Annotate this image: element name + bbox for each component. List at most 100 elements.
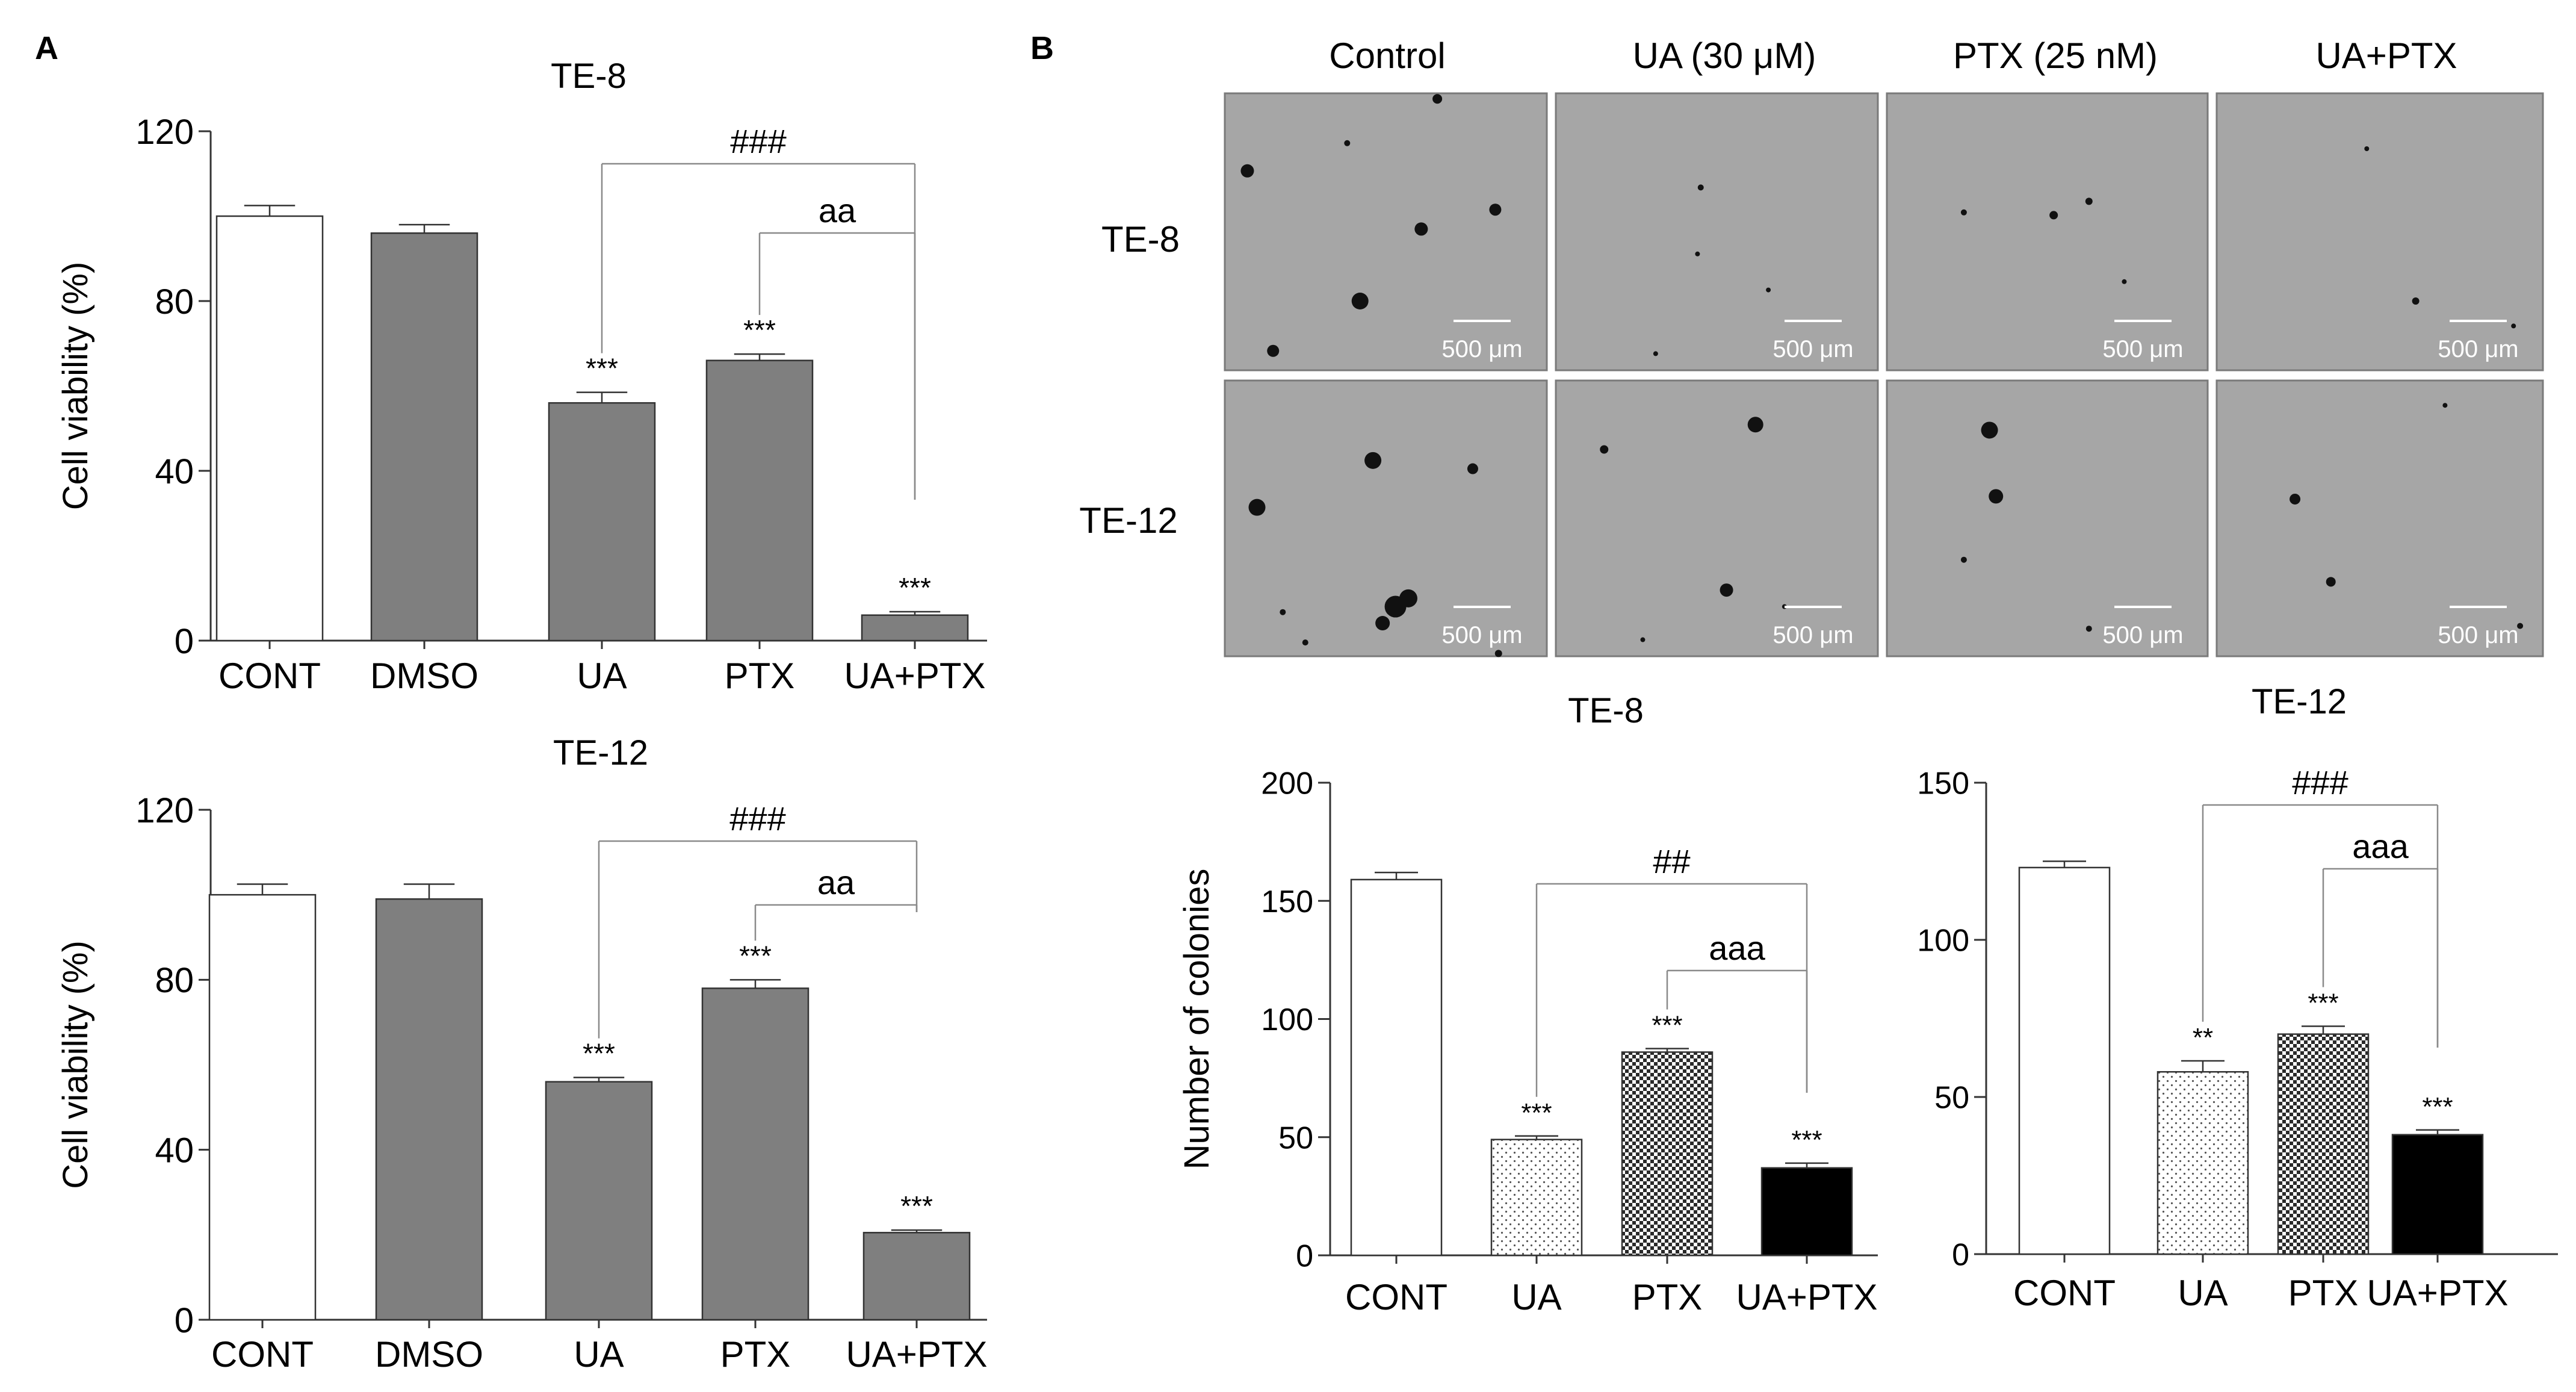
x-tick-label: CONT bbox=[1345, 1277, 1447, 1317]
micrograph-tile-te12-ua-colony-dot bbox=[1600, 445, 1609, 454]
y-tick-label: 150 bbox=[1261, 884, 1313, 919]
x-tick-label: UA bbox=[574, 1334, 624, 1375]
micrograph-column-ua: UA (30 μM) bbox=[1633, 36, 1816, 76]
y-tick-label: 120 bbox=[135, 791, 194, 830]
bar-UA+PTX bbox=[2391, 1134, 2484, 1255]
micrograph-tile-te12-control-scale-label: 500 μm bbox=[1441, 622, 1522, 648]
micrograph-tile-te12-control-colony-dot bbox=[1248, 499, 1266, 516]
bracket-label-letters: aa bbox=[817, 863, 855, 901]
chart-colonies-te8: TE-8 Number of colonies 0 50 100 150 200 CONT **… bbox=[1177, 691, 1878, 1317]
micrograph-tile-te8-ptx-colony-dot bbox=[2085, 197, 2093, 205]
bar-CONT bbox=[215, 215, 324, 642]
x-tick-label: UA+PTX bbox=[844, 656, 985, 696]
y-tick-label: 50 bbox=[1934, 1081, 1969, 1116]
micrograph-tile-te8-ptx-scale-label: 500 μm bbox=[2102, 336, 2183, 362]
micrograph-tile-te12-control bbox=[1224, 379, 1548, 657]
micrograph-tile-te8-ua-scale-label: 500 μm bbox=[1773, 336, 1853, 362]
micrograph-tile-te8-ua-ptx bbox=[2215, 92, 2544, 371]
significance-stars: ** bbox=[2193, 1023, 2213, 1052]
y-tick-label: 0 bbox=[175, 622, 194, 661]
bar-CONT bbox=[2018, 866, 2111, 1255]
micrograph-tile-te12-ua-colony-dot bbox=[1720, 583, 1733, 597]
micrograph-tile-te8-ptx-colony-dot bbox=[2049, 211, 2058, 220]
chart-colonies-te12: TE-12 0 50 100 150 CONT ** UA *** PTX *** UA+PTX ###… bbox=[1917, 682, 2558, 1313]
micrograph-tile-te8-ua-colony-dot bbox=[1697, 184, 1704, 191]
y-axis-label: Cell viability (%) bbox=[56, 940, 95, 1189]
significance-stars: *** bbox=[739, 940, 772, 971]
significance-stars: *** bbox=[2308, 989, 2338, 1018]
micrograph-tile-te12-ua-ptx-scale-label: 500 μm bbox=[2438, 622, 2518, 648]
bar-CONT bbox=[208, 893, 317, 1321]
y-tick-label: 0 bbox=[175, 1301, 194, 1340]
micrograph-tile-te8-ua bbox=[1555, 92, 1879, 371]
micrograph-tile-te8-control-colony-dot bbox=[1267, 344, 1280, 357]
micrograph-tile-te12-control-colony-dot bbox=[1375, 616, 1390, 631]
bar-UA bbox=[1490, 1139, 1583, 1257]
micrograph-tile-te8-control-colony-dot bbox=[1489, 204, 1502, 216]
x-tick-label: DMSO bbox=[375, 1334, 483, 1375]
y-tick-label: 0 bbox=[1296, 1239, 1313, 1274]
micrograph-grid: Control UA (30 μM) PTX (25 nM) UA+PTX TE… bbox=[1079, 36, 2544, 657]
micrograph-tile-te12-control-colony-dot bbox=[1280, 609, 1286, 615]
bar-UA+PTX bbox=[1760, 1167, 1853, 1257]
bracket-label-hash: ### bbox=[729, 800, 785, 837]
chart-title: TE-12 bbox=[553, 733, 648, 772]
micrograph-tile-te8-control-colony-dot bbox=[1344, 140, 1351, 146]
micrograph-tile-te12-ptx-colony-dot bbox=[1960, 556, 1967, 563]
micrograph-tile-te8-ua-ptx-colony-dot bbox=[2364, 146, 2370, 151]
bar-UA bbox=[2156, 1070, 2249, 1255]
bar-UA+PTX bbox=[861, 614, 969, 642]
y-tick-label: 80 bbox=[155, 961, 194, 1000]
bar-UA+PTX bbox=[862, 1232, 971, 1321]
chart-title: TE-8 bbox=[551, 57, 627, 96]
y-tick-label: 200 bbox=[1261, 766, 1313, 801]
y-axis-label: Number of colonies bbox=[1177, 869, 1216, 1170]
micrograph-tile-te12-control-colony-dot bbox=[1399, 589, 1417, 607]
micrograph-tile-te12-ua-ptx-colony-dot bbox=[2290, 493, 2301, 505]
micrograph-column-ua-ptx: UA+PTX bbox=[2315, 36, 2457, 76]
micrograph-tile-te12-ptx-colony-dot bbox=[1981, 421, 1998, 439]
x-tick-label: CONT bbox=[211, 1334, 314, 1375]
bracket-label-letters: aaa bbox=[2352, 827, 2409, 865]
micrograph-tile-te12-ua-colony-dot bbox=[1747, 417, 1763, 433]
x-tick-label: UA+PTX bbox=[2367, 1273, 2508, 1313]
bracket-label-hash: ### bbox=[730, 122, 786, 160]
significance-stars: *** bbox=[743, 314, 776, 346]
x-tick-label: UA bbox=[1511, 1277, 1561, 1317]
micrograph-tile-te12-ua-colony-dot bbox=[1640, 637, 1646, 642]
bracket-label-hash: ## bbox=[1653, 842, 1690, 880]
bar-DMSO bbox=[375, 898, 483, 1321]
bar-UA bbox=[548, 402, 656, 642]
micrograph-column-control: Control bbox=[1329, 36, 1445, 76]
x-tick-label: PTX bbox=[720, 1334, 791, 1375]
micrograph-tile-te12-ptx bbox=[1886, 379, 2209, 657]
micrograph-tile-te12-control-colony-dot bbox=[1364, 452, 1382, 469]
micrograph-tile-te12-ua-ptx-colony-dot bbox=[2442, 403, 2448, 408]
micrograph-tile-te8-ptx-colony-dot bbox=[1960, 209, 1967, 216]
micrograph-tile-te12-control-colony-dot bbox=[1302, 639, 1308, 646]
x-tick-label: UA bbox=[2178, 1273, 2228, 1313]
micrograph-tile-te8-control-scale-label: 500 μm bbox=[1441, 336, 1522, 362]
chart-viability-te8: TE-8 Cell viability (%) 0 40 80 120 CONT DMSO **… bbox=[56, 57, 987, 696]
bar-PTX bbox=[701, 987, 810, 1321]
micrograph-tile-te8-ua-ptx-scale-label: 500 μm bbox=[2438, 336, 2518, 362]
micrograph-row-te12: TE-12 bbox=[1079, 500, 1177, 541]
significance-stars: *** bbox=[900, 1190, 933, 1222]
micrograph-tile-te12-ptx-scale-label: 500 μm bbox=[2102, 622, 2183, 648]
chart-title: TE-8 bbox=[1568, 691, 1644, 730]
bracket-label-letters: aaa bbox=[1709, 929, 1765, 967]
micrograph-tile-te12-ptx-colony-dot bbox=[2085, 626, 2092, 632]
y-tick-label: 100 bbox=[1917, 924, 1969, 959]
bar-DMSO bbox=[370, 232, 478, 642]
micrograph-tile-te8-ptx-colony-dot bbox=[2122, 279, 2127, 284]
y-tick-label: 40 bbox=[155, 1131, 194, 1170]
bracket-label-letters: aa bbox=[819, 191, 856, 229]
micrograph-tile-te8-control-colony-dot bbox=[1414, 222, 1428, 236]
bracket-label-hash: ### bbox=[2292, 763, 2348, 801]
x-tick-label: PTX bbox=[1632, 1277, 1703, 1317]
significance-stars: *** bbox=[583, 1038, 615, 1069]
bar-PTX bbox=[1621, 1051, 1714, 1257]
micrograph-column-ptx: PTX (25 nM) bbox=[1953, 36, 2158, 76]
micrograph-tile-te12-ua-scale-label: 500 μm bbox=[1773, 622, 1853, 648]
